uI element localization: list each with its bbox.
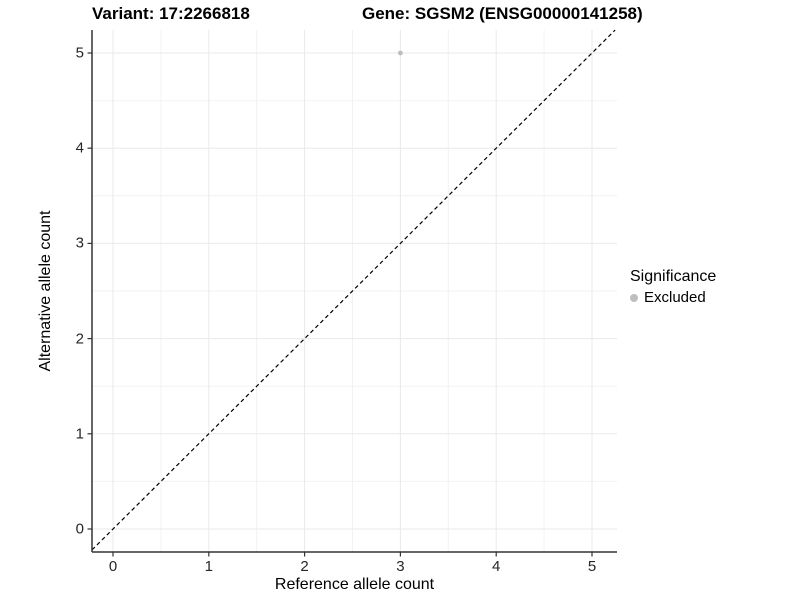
y-axis-title: Alternative allele count (37, 210, 54, 372)
legend-item-excluded: Excluded (630, 289, 716, 307)
y-tick-label: 3 (75, 234, 84, 252)
excluded-point-icon (630, 294, 638, 302)
y-tick-label: 2 (75, 330, 84, 348)
legend-title: Significance (630, 268, 717, 285)
y-tick-label: 0 (75, 520, 84, 538)
x-tick-label: 3 (396, 558, 405, 575)
x-tick-label: 1 (204, 558, 213, 575)
data-point-excluded (398, 50, 403, 56)
legend-item-label: Excluded (644, 289, 706, 306)
gene-title: Gene: SGSM2 (ENSG00000141258) (362, 4, 643, 23)
identity-reference-line (91, 29, 616, 551)
y-tick-label: 4 (75, 139, 84, 157)
legend: Significance Excluded (630, 267, 716, 307)
x-tick-label: 2 (300, 558, 309, 575)
x-tick-label: 5 (587, 558, 597, 575)
x-tick-label: 0 (108, 558, 118, 575)
y-tick-label: 5 (75, 44, 84, 62)
y-tick-label: 1 (75, 425, 84, 443)
x-tick-label: 4 (492, 558, 501, 575)
variant-title: Variant: 17:2266818 (92, 4, 250, 23)
x-axis-title: Reference allele count (274, 576, 435, 593)
